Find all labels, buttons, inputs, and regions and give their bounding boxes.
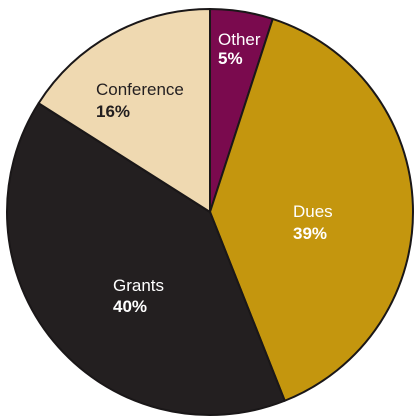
value-label-dues: 39%: [293, 224, 327, 243]
label-conference: Conference: [96, 80, 184, 99]
slice-dues: [209, 17, 414, 402]
value-label-grants: 40%: [113, 297, 147, 316]
slice-conference: [37, 8, 211, 213]
pie-slices: [6, 8, 414, 416]
value-label-other: 5%: [218, 49, 243, 68]
label-dues: Dues: [293, 202, 333, 221]
slice-grants: [6, 102, 286, 416]
value-label-conference: 16%: [96, 102, 130, 121]
label-other: Other: [218, 30, 261, 49]
label-grants: Grants: [113, 276, 164, 295]
